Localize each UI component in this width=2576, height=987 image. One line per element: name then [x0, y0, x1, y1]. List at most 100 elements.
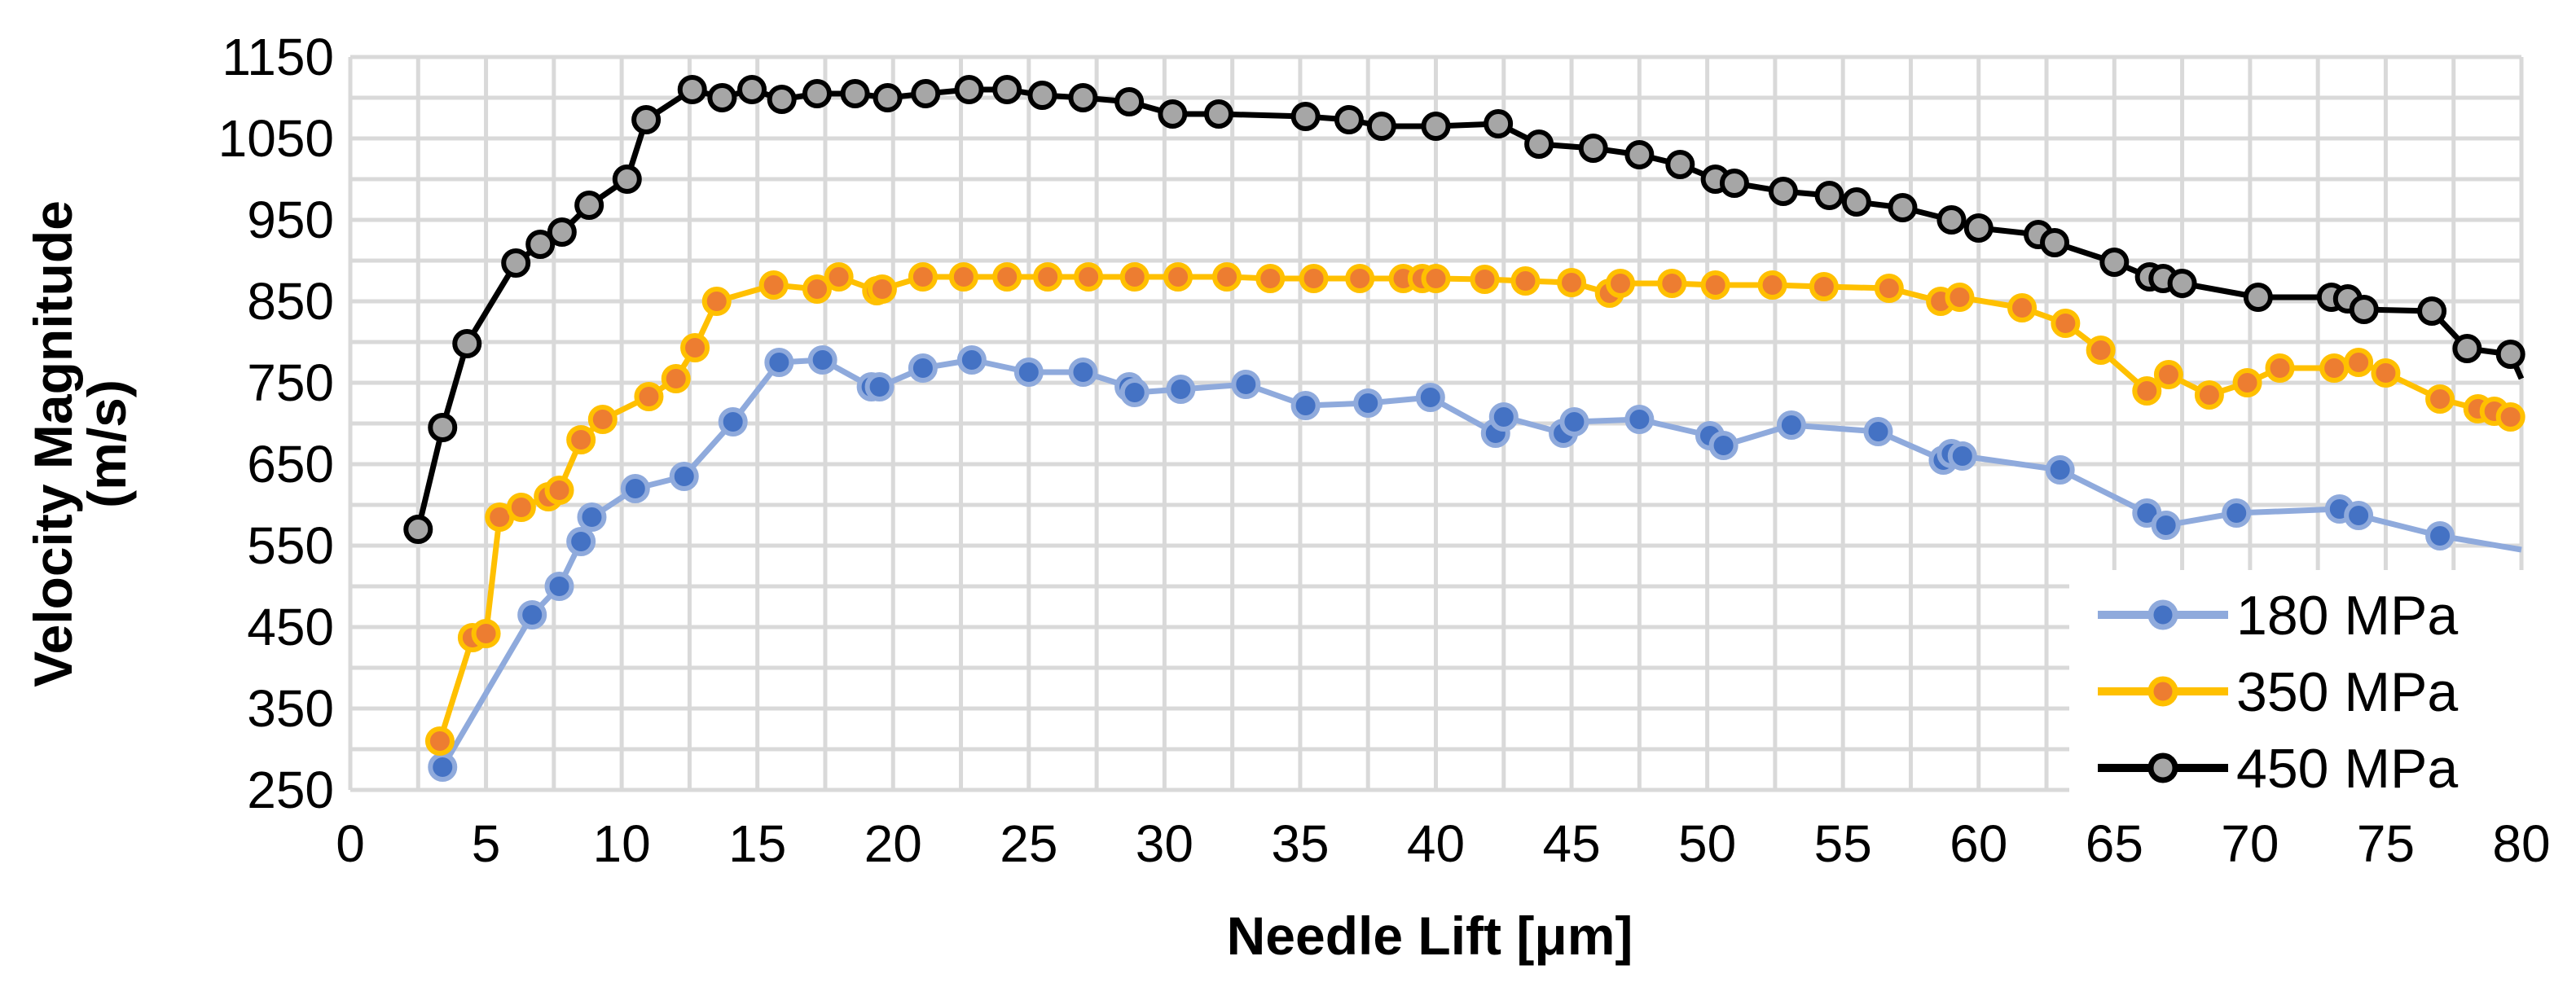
data-point — [802, 79, 832, 108]
data-point — [824, 262, 854, 292]
series-180-mpa — [428, 345, 2522, 782]
x-tick-label: 40 — [1407, 814, 1465, 873]
series-350-mpa — [424, 262, 2525, 756]
data-point — [1068, 83, 1098, 112]
data-point — [1484, 109, 1514, 138]
data-point — [566, 527, 596, 556]
data-point — [1757, 270, 1787, 300]
x-tick-label: 45 — [1542, 814, 1600, 873]
data-point — [587, 405, 618, 434]
data-point — [2007, 293, 2038, 322]
y-tick-label: 450 — [247, 598, 334, 656]
data-point — [1776, 410, 1806, 440]
x-tick-label: 25 — [1000, 814, 1057, 873]
data-point — [802, 274, 832, 304]
y-axis-title-line-1: Velocity Magnitude — [23, 200, 83, 687]
data-point — [1606, 269, 1636, 298]
legend-marker-350 — [2147, 676, 2178, 707]
data-point — [1578, 134, 1608, 163]
data-point — [758, 270, 789, 300]
data-point — [525, 230, 556, 259]
legend-marker-450 — [2147, 752, 2178, 783]
legend-marker-180 — [2147, 599, 2178, 630]
legend-label-450: 450 MPa — [2236, 738, 2458, 800]
data-point — [1719, 169, 1749, 198]
data-point — [566, 425, 596, 454]
x-tick-label: 50 — [1678, 814, 1736, 873]
y-tick-label: 650 — [247, 435, 334, 493]
data-point — [2344, 501, 2374, 530]
y-tick-label: 850 — [247, 272, 334, 331]
y-tick-label: 350 — [247, 679, 334, 738]
data-point — [908, 262, 938, 292]
data-point — [2319, 353, 2350, 383]
data-point — [669, 462, 699, 491]
data-point — [2452, 334, 2482, 363]
data-point — [1624, 405, 1655, 434]
x-tick-label: 65 — [2086, 814, 2143, 873]
data-point — [1033, 262, 1063, 292]
x-tick-label: 15 — [728, 814, 786, 873]
data-point — [864, 372, 895, 401]
data-point — [1027, 81, 1057, 110]
data-point — [2132, 376, 2162, 406]
data-point — [452, 329, 482, 358]
data-point — [1814, 181, 1844, 210]
data-point — [1290, 102, 1321, 131]
legend-label-180: 180 MPa — [2236, 585, 2458, 647]
data-point — [1888, 193, 1918, 222]
data-point — [867, 274, 897, 304]
data-point — [1470, 265, 1500, 294]
data-point — [661, 364, 691, 393]
y-tick-label: 750 — [247, 353, 334, 412]
data-point — [807, 345, 837, 375]
data-point — [954, 75, 984, 104]
data-point — [1963, 213, 1994, 243]
data-point — [2167, 269, 2197, 298]
x-tick-label: 80 — [2492, 814, 2550, 873]
data-point — [1211, 262, 1242, 292]
y-tick-label: 1150 — [222, 28, 334, 86]
y-tick-label: 1050 — [218, 109, 334, 168]
legend: 180 MPa 350 MPa 450 MPa — [2069, 570, 2525, 814]
data-point — [1074, 262, 1104, 292]
data-point — [2349, 295, 2379, 324]
data-point — [612, 164, 642, 194]
data-point — [631, 105, 662, 134]
data-point — [1353, 388, 1383, 418]
data-point — [2153, 360, 2183, 389]
data-point — [547, 217, 577, 247]
data-point — [2425, 384, 2455, 414]
data-point — [1947, 441, 1977, 471]
data-point — [620, 474, 650, 503]
data-point — [1624, 140, 1655, 169]
tick-labels: 0 5 10 15 20 25 30 35 40 45 50 55 60 65 70 75 80 250 350 45… — [218, 28, 2551, 873]
data-point — [1415, 383, 1445, 412]
data-point — [1119, 378, 1150, 407]
y-tick-label: 950 — [247, 191, 334, 249]
data-point — [911, 79, 941, 108]
data-point — [1809, 272, 1839, 301]
data-point — [1488, 402, 1519, 432]
data-point — [2495, 340, 2525, 369]
x-tick-label: 35 — [1271, 814, 1329, 873]
data-point — [634, 382, 664, 411]
data-point — [2040, 228, 2070, 257]
data-point — [1524, 129, 1554, 159]
data-point — [1119, 262, 1150, 292]
data-point — [737, 75, 767, 104]
data-point — [577, 502, 607, 532]
data-point — [2099, 248, 2130, 277]
data-point — [1768, 177, 1798, 206]
data-point — [764, 348, 794, 377]
data-point — [2243, 283, 2273, 312]
data-point — [1841, 187, 1871, 217]
data-point — [1708, 431, 1739, 460]
data-point — [1345, 264, 1375, 293]
data-point — [1114, 87, 1145, 116]
data-point — [2232, 368, 2262, 397]
data-point — [1158, 99, 1188, 129]
data-point — [1366, 112, 1396, 141]
data-point — [1290, 391, 1321, 420]
data-point — [1163, 262, 1193, 292]
